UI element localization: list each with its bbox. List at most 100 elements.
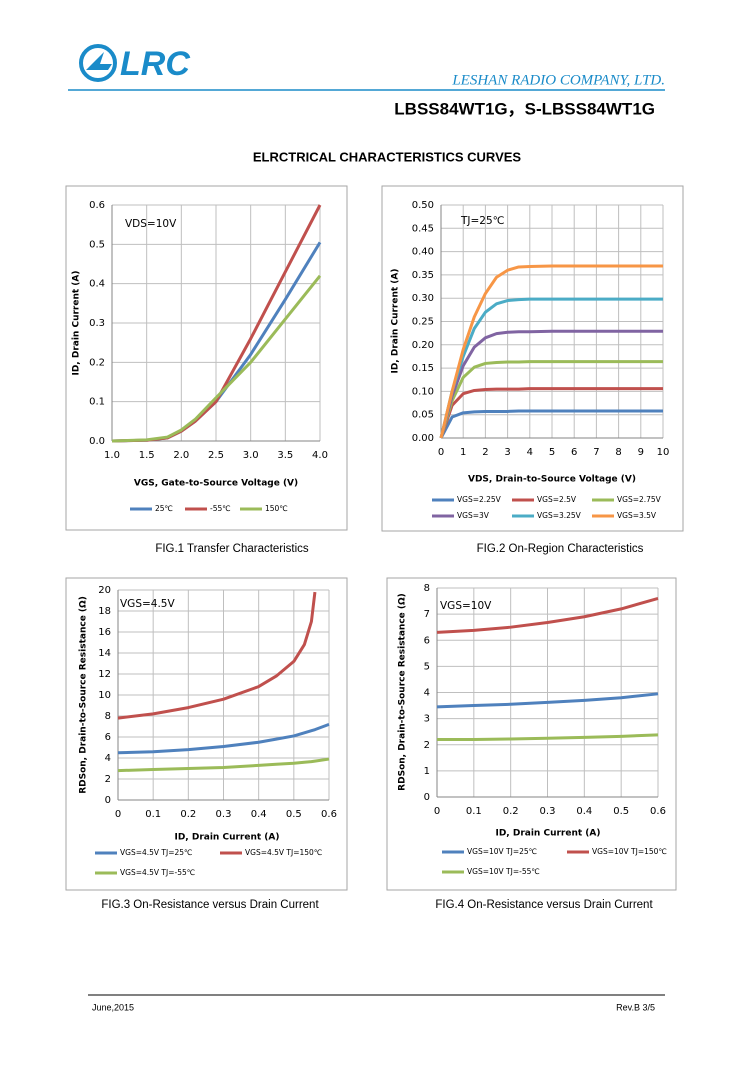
x-tick-label: 8 bbox=[615, 447, 621, 458]
y-tick-label: 0.35 bbox=[412, 270, 434, 281]
x-tick-label: 0 bbox=[434, 806, 440, 817]
y-axis-label: RDSon, Drain-to-Source Resistance (Ω) bbox=[398, 593, 408, 791]
x-tick-label: 0.4 bbox=[576, 806, 592, 817]
chart-frame bbox=[386, 577, 677, 891]
x-tick-label: 3 bbox=[504, 447, 510, 458]
data-line bbox=[111, 274, 322, 443]
y-tick-label: 0.0 bbox=[89, 436, 105, 447]
x-tick-label: 9 bbox=[638, 447, 644, 458]
section-title: ELRCTRICAL CHARACTERISTICS CURVES bbox=[253, 149, 522, 164]
x-tick-label: 0.1 bbox=[145, 809, 161, 820]
y-tick-label: 6 bbox=[105, 732, 111, 743]
y-tick-label: 5 bbox=[424, 661, 430, 672]
y-tick-label: 3 bbox=[424, 714, 430, 725]
x-tick-label: 1.0 bbox=[104, 450, 120, 461]
legend-label: VGS=10V TJ=150℃ bbox=[592, 847, 667, 856]
x-tick-label: 0.6 bbox=[650, 806, 666, 817]
data-line bbox=[439, 329, 663, 439]
y-tick-label: 0 bbox=[105, 795, 111, 806]
legend-label: VGS=4.5V TJ=-55℃ bbox=[120, 868, 195, 877]
y-tick-label: 0.6 bbox=[89, 200, 105, 211]
legend-label: VGS=3V bbox=[457, 511, 490, 520]
data-line bbox=[436, 692, 659, 709]
y-tick-label: 0.10 bbox=[412, 386, 434, 397]
y-tick-label: 0.30 bbox=[412, 293, 434, 304]
x-tick-label: 10 bbox=[657, 447, 670, 458]
figure-caption: FIG.1 Transfer Characteristics bbox=[155, 543, 309, 555]
data-line bbox=[439, 360, 663, 439]
legend-label: VGS=3.25V bbox=[537, 511, 582, 520]
y-tick-label: 0.00 bbox=[412, 433, 434, 444]
x-tick-label: 4 bbox=[527, 447, 533, 458]
legend-label: VGS=2.75V bbox=[617, 495, 662, 504]
chart: 0 1 2 3 4 5 6 7 8 0 0.1 0.2 0.3 0.4 0.5 0.6 VGS=10V ID, D… bbox=[386, 577, 677, 911]
y-tick-label: 6 bbox=[424, 635, 430, 646]
x-axis-label: VDS, Drain-to-Source Voltage (V) bbox=[468, 475, 636, 485]
data-line bbox=[439, 387, 663, 439]
data-line bbox=[117, 591, 317, 720]
legend-label: VGS=2.5V bbox=[537, 495, 577, 504]
y-tick-label: 7 bbox=[424, 609, 430, 620]
figure-caption: FIG.3 On-Resistance versus Drain Current bbox=[101, 899, 319, 911]
x-tick-label: 2.5 bbox=[208, 450, 224, 461]
x-axis-label: ID, Drain Current (A) bbox=[495, 829, 600, 839]
y-axis-label: ID, Drain Current (A) bbox=[391, 268, 401, 373]
x-tick-label: 0.3 bbox=[216, 809, 232, 820]
data-line bbox=[439, 264, 663, 439]
x-tick-label: 0 bbox=[115, 809, 121, 820]
x-tick-label: 3.0 bbox=[243, 450, 259, 461]
y-tick-label: 10 bbox=[98, 690, 111, 701]
x-axis-label: VGS, Gate-to-Source Voltage (V) bbox=[134, 479, 298, 489]
y-tick-label: 0.2 bbox=[89, 357, 105, 368]
x-axis-label: ID, Drain Current (A) bbox=[174, 833, 279, 843]
logo: LRC bbox=[79, 44, 190, 83]
data-line bbox=[117, 722, 330, 755]
legend-label: VGS=4.5V TJ=150℃ bbox=[245, 848, 322, 857]
annotation: TJ=25℃ bbox=[460, 215, 504, 227]
y-axis-label: RDSon, Drain-to-Source Resistance (Ω) bbox=[79, 596, 89, 794]
x-tick-label: 0.1 bbox=[466, 806, 482, 817]
x-tick-label: 0.6 bbox=[321, 809, 337, 820]
x-tick-label: 4.0 bbox=[312, 450, 328, 461]
x-tick-label: 3.5 bbox=[277, 450, 293, 461]
y-tick-label: 2 bbox=[105, 774, 111, 785]
y-tick-label: 0.20 bbox=[412, 340, 434, 351]
y-tick-label: 12 bbox=[98, 669, 111, 680]
y-tick-label: 0.40 bbox=[412, 247, 434, 258]
company-name: LESHAN RADIO COMPANY, LTD. bbox=[451, 72, 665, 88]
y-axis-label: ID, Drain Current (A) bbox=[72, 270, 82, 375]
x-tick-label: 0 bbox=[438, 447, 444, 458]
y-tick-label: 4 bbox=[424, 688, 430, 699]
y-tick-label: 0.15 bbox=[412, 363, 434, 374]
figure-caption: FIG.4 On-Resistance versus Drain Current bbox=[435, 899, 653, 911]
y-tick-label: 0.3 bbox=[89, 318, 105, 329]
y-tick-label: 0.50 bbox=[412, 200, 434, 211]
y-tick-label: 0.45 bbox=[412, 223, 434, 234]
data-line bbox=[437, 733, 659, 742]
y-tick-label: 14 bbox=[98, 648, 111, 659]
y-tick-label: 0.5 bbox=[89, 239, 105, 250]
legend-label: VGS=10V TJ=25℃ bbox=[467, 847, 537, 856]
data-line bbox=[117, 757, 330, 773]
x-tick-label: 7 bbox=[593, 447, 599, 458]
chart: 0.00 0.05 0.10 0.15 0.20 0.25 0.30 0.35 0.40 0.45… bbox=[381, 185, 684, 555]
data-line bbox=[436, 597, 659, 634]
y-tick-label: 8 bbox=[105, 711, 111, 722]
x-tick-label: 0.3 bbox=[540, 806, 556, 817]
chart: 0 2 4 6 8 10 12 14 16 18 20 0 0.1 0.2 0.3 0.4 0.5 0.6 VGS=… bbox=[65, 577, 348, 911]
annotation: VGS=10V bbox=[440, 600, 492, 612]
x-tick-label: 0.2 bbox=[503, 806, 519, 817]
legend-label: VGS=2.25V bbox=[457, 495, 502, 504]
legend-label: 25℃ bbox=[155, 504, 173, 513]
y-tick-label: 20 bbox=[98, 585, 111, 596]
x-tick-label: 0.2 bbox=[180, 809, 196, 820]
annotation: VGS=4.5V bbox=[120, 598, 175, 610]
legend-label: VGS=10V TJ=-55℃ bbox=[467, 867, 540, 876]
y-tick-label: 0.05 bbox=[412, 410, 434, 421]
y-tick-label: 0 bbox=[424, 792, 430, 803]
y-tick-label: 0.1 bbox=[89, 397, 105, 408]
chart-frame bbox=[381, 185, 684, 532]
y-tick-label: 18 bbox=[98, 606, 111, 617]
